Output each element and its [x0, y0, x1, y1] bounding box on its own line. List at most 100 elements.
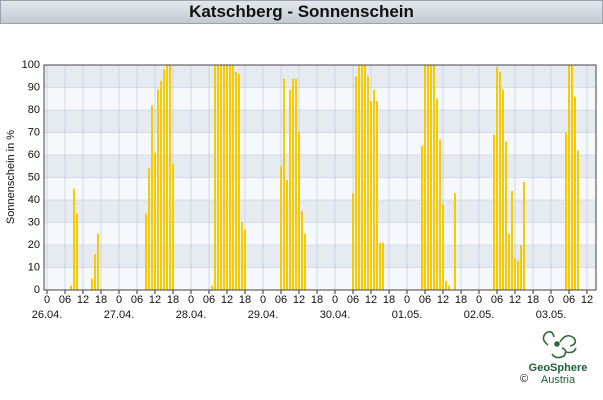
- bar: [211, 285, 213, 290]
- x-tick-label: 0: [188, 294, 194, 306]
- bar: [445, 281, 447, 290]
- bar: [382, 242, 384, 290]
- band: [44, 177, 596, 200]
- y-tick-label: 0: [34, 284, 40, 296]
- bar: [454, 193, 456, 290]
- bar: [97, 233, 99, 290]
- x-tick-label: 06: [59, 294, 71, 306]
- bar: [508, 233, 510, 290]
- bar: [379, 242, 381, 290]
- bar: [421, 146, 423, 290]
- y-tick-label: 10: [28, 261, 40, 273]
- brand: GeoSphere: [529, 362, 588, 374]
- x-tick-label: 06: [203, 294, 215, 306]
- bar: [511, 191, 513, 290]
- x-tick-label: 06: [491, 294, 503, 306]
- bar: [505, 141, 507, 290]
- bar: [166, 65, 168, 290]
- bar: [214, 65, 216, 290]
- bar: [355, 76, 357, 290]
- date-label: 01.05.: [392, 309, 423, 321]
- bar: [238, 74, 240, 290]
- date-label: 26.04.: [32, 309, 63, 321]
- band: [44, 222, 596, 245]
- bar: [433, 65, 435, 290]
- bar: [499, 71, 501, 290]
- x-tick-label: 0: [332, 294, 338, 306]
- bar: [496, 67, 498, 290]
- bar: [235, 71, 237, 290]
- bar: [151, 105, 153, 290]
- bar: [430, 65, 432, 290]
- bar: [568, 65, 570, 290]
- bar: [523, 182, 525, 290]
- x-tick-label: 18: [95, 294, 107, 306]
- copyright: ©: [520, 373, 528, 385]
- bar: [574, 96, 576, 290]
- x-tick-label: 18: [455, 294, 467, 306]
- band: [44, 110, 596, 133]
- bar: [439, 139, 441, 290]
- bar: [565, 132, 567, 290]
- x-tick-label: 12: [221, 294, 233, 306]
- plot-background: [44, 65, 596, 290]
- bar: [352, 193, 354, 290]
- bar: [223, 65, 225, 290]
- y-tick-label: 20: [28, 239, 40, 251]
- bar: [571, 65, 573, 290]
- bar: [145, 213, 147, 290]
- bar: [280, 166, 282, 290]
- x-tick-label: 06: [419, 294, 431, 306]
- y-tick-label: 50: [28, 171, 40, 183]
- bar: [157, 89, 159, 290]
- bar: [283, 78, 285, 290]
- x-tick-label: 12: [581, 294, 593, 306]
- bar: [163, 69, 165, 290]
- bar: [229, 65, 231, 290]
- x-tick-label: 18: [383, 294, 395, 306]
- bar: [373, 89, 375, 290]
- bar: [304, 233, 306, 290]
- bar: [367, 76, 369, 290]
- x-tick-label: 06: [563, 294, 575, 306]
- x-tick-label: 12: [149, 294, 161, 306]
- band: [44, 155, 596, 178]
- band: [44, 200, 596, 223]
- bar: [295, 78, 297, 290]
- bar: [301, 211, 303, 290]
- bar: [217, 65, 219, 290]
- bar: [376, 101, 378, 290]
- y-tick-label: 30: [28, 216, 40, 228]
- bar: [160, 80, 162, 290]
- x-tick-label: 18: [311, 294, 323, 306]
- bar: [517, 260, 519, 290]
- bar: [289, 89, 291, 290]
- bar: [232, 65, 234, 290]
- x-tick-label: 12: [437, 294, 449, 306]
- bar: [427, 65, 429, 290]
- logo: [542, 330, 577, 359]
- bar: [73, 188, 75, 290]
- bar: [442, 204, 444, 290]
- x-tick-label: 18: [167, 294, 179, 306]
- y-tick-label: 100: [22, 59, 40, 71]
- chart-title: Katschberg - Sonnenschein: [0, 0, 603, 24]
- bar: [436, 98, 438, 290]
- y-axis-label: Sonnenschein in %: [5, 130, 17, 224]
- bar: [514, 258, 516, 290]
- bar: [502, 89, 504, 290]
- bar: [91, 278, 93, 290]
- bar: [70, 285, 72, 290]
- bar: [424, 65, 426, 290]
- y-tick-label: 60: [28, 149, 40, 161]
- bar: [364, 65, 366, 290]
- bar: [169, 65, 171, 290]
- date-label: 03.05.: [536, 309, 567, 321]
- band: [44, 267, 596, 290]
- band: [44, 65, 596, 88]
- bar: [220, 65, 222, 290]
- x-tick-label: 18: [239, 294, 251, 306]
- bar: [298, 132, 300, 290]
- bar: [94, 254, 96, 290]
